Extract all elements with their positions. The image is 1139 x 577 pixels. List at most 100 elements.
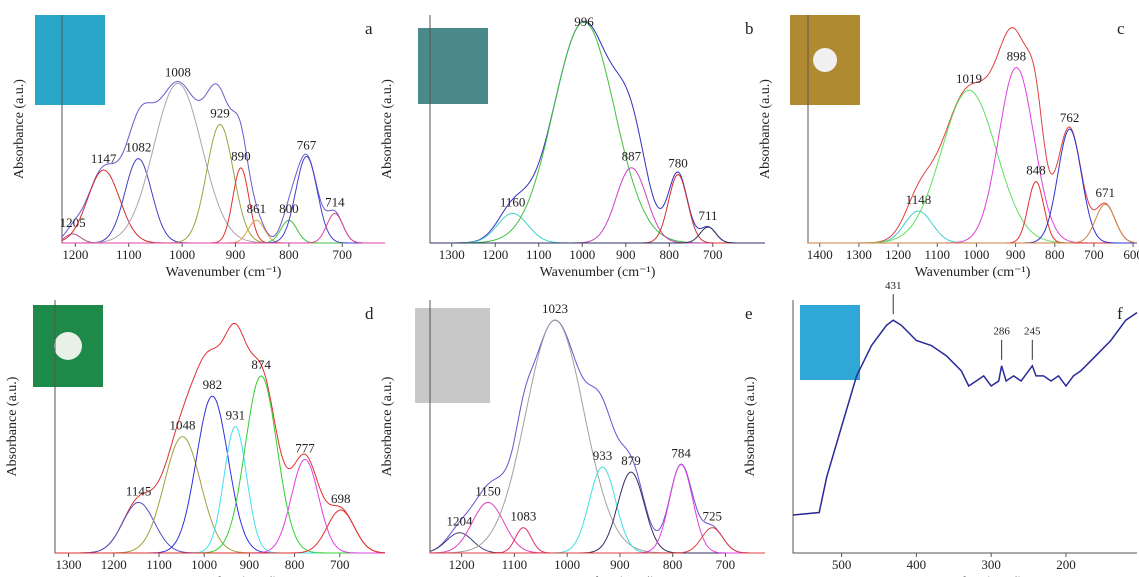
y-axis-label: Absorbance (a.u.) [380,79,395,179]
x-tick-label: 800 [660,247,680,262]
peak-label: 874 [251,357,271,372]
peak-label: 725 [702,509,722,524]
x-axis-label: Wavenumber (cm⁻¹) [166,265,282,280]
x-tick-label: 1000 [963,247,989,262]
x-tick-label: 1100 [502,557,528,572]
peak-label: 1205 [60,215,86,230]
inset-photo [800,305,860,380]
y-axis-label: Absorbance (a.u.) [743,376,758,476]
component-band [430,227,765,243]
x-tick-label: 800 [279,247,299,262]
x-tick-label: 900 [1006,247,1026,262]
x-tick-label: 1200 [101,557,127,572]
panel-letter: c [1117,19,1125,38]
peak-label: 1023 [542,301,568,316]
x-tick-label: 300 [981,557,1001,572]
peak-label: 1083 [510,509,536,524]
x-tick-label: 1100 [526,247,552,262]
y-axis-label: Absorbance (a.u.) [380,376,395,476]
x-tick-label: 200 [1056,557,1076,572]
peak-label: 762 [1060,110,1080,125]
x-tick-label: 1300 [56,557,82,572]
inset-photo [35,15,105,105]
x-tick-label: 1200 [885,247,911,262]
peak-label: 887 [622,149,642,164]
x-tick-label: 600 [1123,247,1139,262]
x-tick-label: 500 [832,557,852,572]
x-tick-label: 1100 [116,247,142,262]
peak-label: 982 [203,377,223,392]
page: {"chart_data": [ {"type": "spectrum", "p… [0,0,1139,577]
x-tick-label: 900 [226,247,246,262]
panel-letter: a [365,19,373,38]
x-tick-label: 900 [240,557,260,572]
inset-photo [418,28,488,104]
x-tick-label: 400 [907,557,927,572]
x-tick-label: 800 [285,557,305,572]
peak-label: 996 [574,14,594,29]
x-tick-label: 700 [1084,247,1104,262]
x-tick-label: 700 [330,557,350,572]
peak-label: 1147 [91,151,117,166]
inset-hole [813,48,837,72]
inset-hole [54,332,82,360]
x-axis-label: Wavenumber (cm⁻¹) [915,265,1031,280]
peak-label: 1048 [169,418,195,433]
x-tick-label: 900 [616,247,636,262]
peak-label: 671 [1096,185,1116,200]
component-band [55,376,385,553]
y-axis-label: Absorbance (a.u.) [5,376,20,476]
axis-frame [55,300,385,553]
component-band [808,90,1137,243]
component-band [62,125,385,244]
peak-label: 431 [885,280,902,292]
x-tick-label: 1200 [482,247,508,262]
component-band [808,129,1137,243]
peak-label: 245 [1024,325,1041,337]
x-tick-label: 1100 [146,557,172,572]
peak-label: 890 [231,149,251,164]
panel-letter: b [745,19,754,38]
figure: 1200 1100 1000 900 800 700 Wavenumber (cm⁻¹) Ab… [0,0,1139,577]
y-axis-label: Absorbance (a.u.) [12,79,27,179]
x-tick-label: 700 [333,247,353,262]
panel-letter: d [365,304,374,323]
peak-label: 711 [698,208,717,223]
peak-label: 1008 [165,64,191,79]
x-tick-label: 1100 [924,247,950,262]
peak-label: 286 [993,325,1010,337]
peak-label: 1082 [125,140,151,155]
peak-label: 898 [1007,48,1027,63]
panel-letter: e [745,304,753,323]
peak-label: 784 [671,445,691,460]
peak-label: 698 [331,491,351,506]
x-tick-label: 1000 [554,557,580,572]
x-tick-label: 1300 [846,247,872,262]
peak-label: 929 [210,105,230,120]
x-tick-label: 1300 [439,247,465,262]
x-tick-label: 800 [663,557,683,572]
x-tick-label: 700 [703,247,723,262]
peak-label: 848 [1026,162,1046,177]
x-tick-label: 900 [610,557,630,572]
x-tick-label: 1400 [807,247,833,262]
peak-label: 1160 [500,194,526,209]
component-band [808,204,1137,243]
peak-label: 931 [226,407,246,422]
x-tick-label: 1000 [569,247,595,262]
peak-label: 879 [621,453,641,468]
peak-label: 800 [279,201,299,216]
x-tick-label: 1000 [191,557,217,572]
envelope [55,324,385,554]
panel-letter: f [1117,304,1123,323]
component-band [55,396,385,553]
x-tick-label: 1200 [62,247,88,262]
component-band [55,427,385,554]
peak-label: 1150 [475,483,501,498]
peak-label: 714 [325,194,345,209]
peak-label: 861 [247,201,267,216]
inset-photo [415,308,490,403]
x-tick-label: 1200 [449,557,475,572]
peak-label: 1019 [956,71,982,86]
x-tick-label: 700 [716,557,736,572]
